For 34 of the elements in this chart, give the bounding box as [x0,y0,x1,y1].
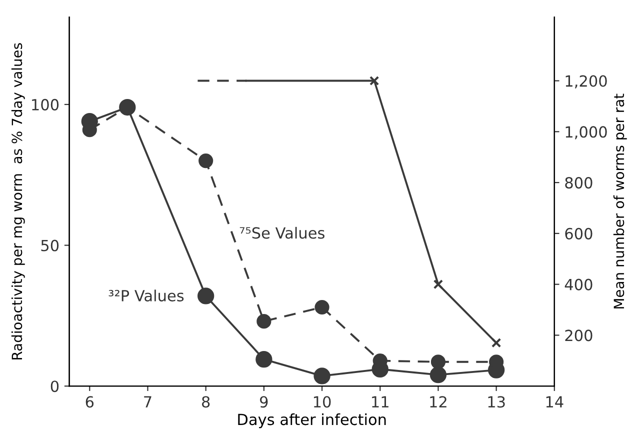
point [430,366,447,384]
y-tick-label: 50 [41,240,59,252]
y-axis-title: Radioactivity per mg worm as % 7day values [11,43,25,360]
x-tick-label: 8 [202,396,210,408]
x-tick-label: 7 [144,396,152,408]
annotation: ³²P Values [108,290,184,302]
x-tick-label: 12 [430,396,446,408]
y2-tick-label: 1,200 [566,75,607,88]
y2-tick-label: 1,000 [566,126,607,140]
point [197,288,214,304]
point [314,368,330,384]
point [491,338,502,348]
y2-axis-title: Mean number of worms per rat [613,94,627,308]
point [256,351,272,368]
x-tick-label: 14 [546,396,564,408]
y-tick-label: 0 [50,380,59,392]
point [256,314,272,329]
point [430,354,446,370]
y2-tick-label: 400 [564,278,592,290]
point [198,154,214,168]
x-tick-label: 13 [488,396,505,408]
y2-tick-label: 800 [565,177,592,189]
point [314,300,330,315]
y2-tick-label: 600 [565,228,592,240]
x-tick-label: 9 [260,396,268,408]
x-axis-title: Days after infection [238,413,386,428]
annotation: ⁷⁵Se Values [240,226,324,239]
x-tick-label: 10 [314,396,331,408]
y2-tick-label: 200 [565,330,592,342]
point [369,76,380,86]
point [433,279,444,290]
y-tick-label: 100 [32,98,59,110]
x-tick-label: 11 [372,396,388,408]
x-tick-label: 6 [86,396,94,408]
